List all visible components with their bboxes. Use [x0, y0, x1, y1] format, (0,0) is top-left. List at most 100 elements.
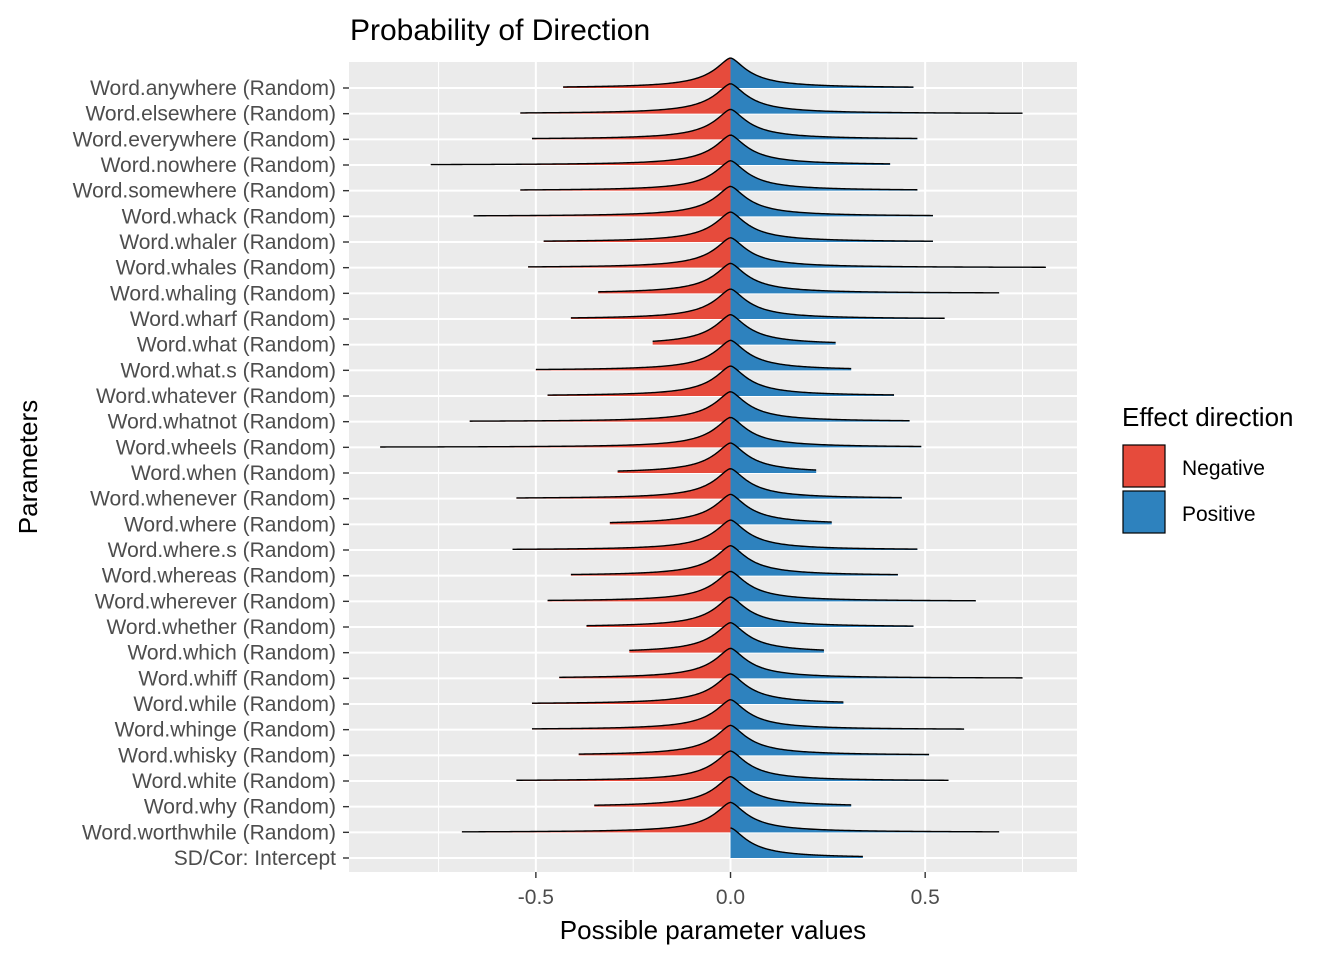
- legend-swatch-positive: [1122, 490, 1166, 534]
- ridge-7: [528, 236, 1046, 268]
- positive-area: [730, 58, 914, 88]
- positive-area: [730, 494, 832, 525]
- positive-area: [730, 391, 910, 422]
- ridge-4: [520, 159, 918, 191]
- legend-label-positive: Positive: [1182, 503, 1256, 526]
- ridge-26: [578, 724, 930, 756]
- density-outline: [531, 699, 965, 730]
- legend-label-negative: Negative: [1182, 457, 1265, 480]
- negative-area: [559, 648, 731, 679]
- density-outline: [594, 775, 852, 806]
- y-tick-label: Word.wherever (Random): [95, 590, 336, 613]
- density-outline: [547, 365, 895, 396]
- x-axis: -0.5 0.0 0.5: [518, 872, 940, 909]
- y-tick-label: Word.whereas (Random): [102, 565, 336, 588]
- y-tick-label: Word.whack (Random): [122, 205, 336, 228]
- density-outline: [516, 750, 949, 781]
- positive-area: [730, 520, 918, 550]
- ridge-8: [598, 262, 1000, 294]
- legend: Effect direction Negative Positive: [1122, 402, 1294, 534]
- x-tick-label: -0.5: [518, 886, 554, 909]
- negative-area: [586, 597, 731, 627]
- y-tick-label: Word.whiff (Random): [138, 667, 336, 690]
- negative-area: [516, 751, 731, 781]
- ridge-13: [469, 391, 910, 422]
- ridge-17: [609, 493, 832, 525]
- negative-area: [547, 571, 731, 602]
- density-outline: [617, 442, 817, 472]
- density-outline: [516, 468, 902, 499]
- ridge-16: [516, 468, 902, 499]
- y-tick-label: Word.what (Random): [137, 334, 336, 357]
- density-outline: [652, 313, 836, 344]
- y-tick-label: Word.where.s (Random): [108, 539, 336, 562]
- ridge-27: [516, 750, 949, 781]
- y-tick-label: Word.whinge (Random): [115, 719, 336, 742]
- y-tick-label: Word.whales (Random): [116, 257, 336, 280]
- x-tick-label: 0.5: [911, 886, 940, 909]
- ridge-6: [543, 211, 933, 242]
- density-outline: [570, 288, 945, 319]
- y-axis: Word.anywhere (Random) Word.elsewhere (Ra…: [73, 77, 349, 870]
- negative-area: [380, 417, 731, 448]
- positive-area: [730, 674, 844, 704]
- positive-area: [730, 468, 902, 499]
- positive-area: [730, 186, 933, 217]
- chart-title: Probability of Direction: [350, 14, 650, 47]
- y-tick-label: Word.white (Random): [132, 770, 336, 793]
- negative-area: [430, 135, 731, 165]
- positive-area: [730, 802, 1000, 833]
- ridge-3: [430, 134, 891, 166]
- legend-swatch-negative: [1122, 444, 1166, 488]
- y-tick-label: Word.whisky (Random): [118, 744, 336, 767]
- density-outline: [730, 827, 863, 858]
- y-tick-label: Word.which (Random): [127, 642, 336, 665]
- density-outline: [598, 262, 1000, 294]
- y-tick-label: Word.nowhere (Random): [101, 154, 336, 177]
- y-tick-label: Word.anywhere (Random): [90, 77, 336, 100]
- negative-area: [516, 468, 731, 499]
- density-outline: [430, 134, 891, 166]
- y-tick-label: Word.whaler (Random): [119, 231, 336, 254]
- density-outline: [586, 596, 914, 627]
- legend-title: Effect direction: [1122, 402, 1294, 432]
- negative-area: [512, 520, 731, 550]
- ridge-0: [563, 57, 914, 88]
- y-axis-title: Parameters: [13, 400, 43, 534]
- density-outline: [629, 621, 824, 652]
- positive-area: [730, 314, 836, 345]
- positive-area: [730, 597, 914, 627]
- negative-area: [594, 776, 731, 807]
- density-outline: [535, 339, 852, 371]
- density-outline: [461, 801, 1000, 833]
- y-tick-label: Word.when (Random): [131, 462, 336, 485]
- negative-area: [617, 443, 731, 473]
- negative-area: [531, 674, 731, 704]
- density-outline: [528, 236, 1046, 268]
- x-axis-title: Possible parameter values: [560, 915, 866, 945]
- positive-area: [730, 83, 1023, 114]
- ridge-22: [629, 621, 824, 653]
- negative-area: [629, 622, 731, 653]
- y-tick-label: Word.while (Random): [133, 693, 336, 716]
- density-outline: [543, 211, 933, 242]
- ridge-1: [520, 83, 1023, 114]
- negative-area: [520, 83, 731, 114]
- negative-area: [578, 725, 731, 756]
- negative-area: [543, 212, 731, 242]
- ridge-23: [559, 647, 1023, 679]
- positive-area: [730, 109, 918, 140]
- ridge-29: [461, 801, 1000, 833]
- y-tick-label: Word.whatever (Random): [96, 385, 336, 408]
- positive-area: [730, 212, 933, 242]
- ridge-25: [531, 699, 965, 730]
- negative-area: [520, 160, 731, 191]
- negative-area: [473, 186, 731, 217]
- positive-area: [730, 725, 930, 756]
- negative-area: [598, 263, 731, 294]
- density-outline: [520, 159, 918, 191]
- positive-area: [730, 263, 1000, 294]
- ridge-10: [652, 313, 836, 345]
- positive-area: [730, 776, 852, 807]
- positive-area: [730, 699, 965, 730]
